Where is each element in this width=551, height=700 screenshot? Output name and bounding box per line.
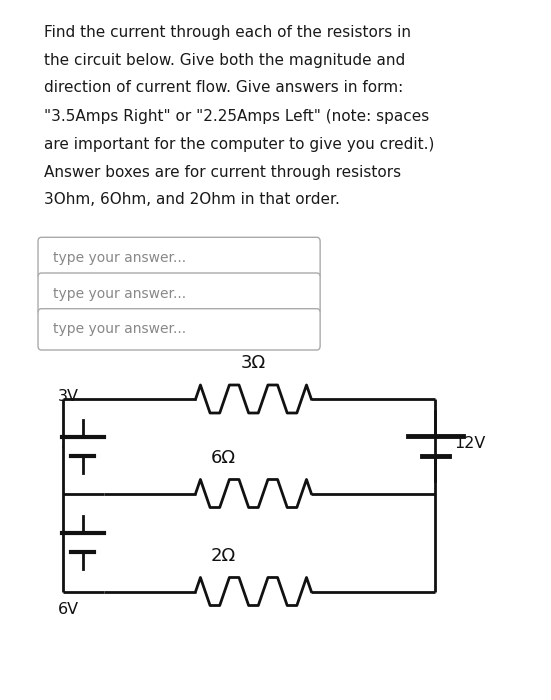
Text: 3Ohm, 6Ohm, and 2Ohm in that order.: 3Ohm, 6Ohm, and 2Ohm in that order.: [44, 193, 340, 207]
Text: type your answer...: type your answer...: [53, 287, 187, 301]
Text: the circuit below. Give both the magnitude and: the circuit below. Give both the magnitu…: [44, 52, 406, 67]
Text: 2Ω: 2Ω: [210, 547, 236, 565]
FancyBboxPatch shape: [38, 273, 320, 314]
FancyBboxPatch shape: [38, 237, 320, 279]
Text: 3V: 3V: [58, 389, 79, 405]
Text: 6V: 6V: [58, 602, 79, 617]
Text: Find the current through each of the resistors in: Find the current through each of the res…: [44, 25, 411, 39]
Text: "3.5Amps Right" or "2.25Amps Left" (note: spaces: "3.5Amps Right" or "2.25Amps Left" (note…: [44, 108, 429, 123]
Text: direction of current flow. Give answers in form:: direction of current flow. Give answers …: [44, 80, 403, 95]
Text: are important for the computer to give you credit.): are important for the computer to give y…: [44, 136, 434, 151]
Text: 3Ω: 3Ω: [241, 354, 266, 372]
Text: type your answer...: type your answer...: [53, 322, 187, 337]
Text: 12V: 12V: [455, 436, 486, 451]
Text: type your answer...: type your answer...: [53, 251, 187, 265]
Text: 6Ω: 6Ω: [210, 449, 236, 467]
FancyBboxPatch shape: [38, 309, 320, 350]
Text: Answer boxes are for current through resistors: Answer boxes are for current through res…: [44, 164, 401, 179]
